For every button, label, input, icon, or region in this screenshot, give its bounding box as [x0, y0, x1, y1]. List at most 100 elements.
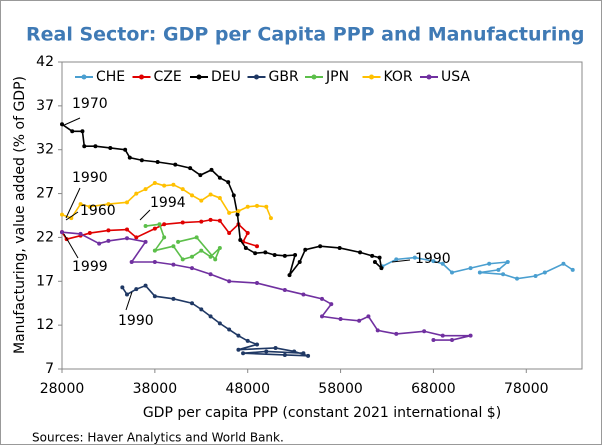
data-point — [301, 351, 306, 356]
data-point — [125, 292, 129, 297]
data-point — [264, 349, 269, 354]
data-point — [255, 203, 259, 208]
data-point — [217, 245, 222, 250]
data-point — [287, 273, 292, 278]
data-point — [152, 181, 157, 186]
annotation: 1960 — [80, 203, 116, 219]
data-point — [129, 259, 134, 264]
data-point — [282, 352, 287, 357]
y-tick-label: 7 — [45, 361, 54, 377]
data-point — [366, 314, 371, 319]
legend-label: CHE — [96, 69, 125, 85]
data-point — [377, 255, 382, 260]
data-point — [227, 279, 232, 284]
data-point — [297, 259, 302, 264]
data-point — [394, 331, 399, 336]
data-point — [372, 259, 377, 264]
data-point — [468, 266, 473, 271]
x-tick-label: 38000 — [133, 381, 178, 397]
data-point — [338, 317, 343, 322]
data-point — [236, 333, 241, 338]
data-point — [190, 254, 194, 259]
legend-label: USA — [441, 69, 470, 85]
data-point — [245, 204, 250, 209]
annotation-leader — [391, 259, 411, 263]
data-point — [542, 270, 547, 275]
data-point — [209, 167, 214, 172]
data-point — [227, 231, 232, 236]
annotation: 1990 — [118, 313, 154, 329]
legend-label: DEU — [211, 69, 241, 85]
data-point — [227, 327, 232, 332]
data-point — [134, 235, 139, 240]
data-point — [370, 253, 375, 258]
data-point — [255, 342, 259, 347]
data-point — [143, 283, 148, 288]
annotation-leader — [125, 291, 133, 311]
legend-marker — [81, 74, 87, 80]
data-point — [208, 192, 213, 197]
data-point — [375, 328, 380, 333]
annotation-leader — [61, 117, 81, 127]
data-point — [199, 219, 204, 224]
y-tick-label: 37 — [36, 98, 54, 114]
data-point — [139, 158, 144, 163]
data-point — [217, 175, 222, 180]
data-point — [194, 235, 199, 240]
data-point — [320, 314, 324, 319]
data-point — [226, 180, 231, 185]
data-point — [162, 183, 167, 188]
data-point — [106, 228, 111, 233]
data-point — [60, 212, 64, 217]
data-point — [477, 270, 482, 275]
data-point — [125, 236, 129, 241]
legend-marker — [139, 74, 144, 80]
data-point — [264, 204, 269, 209]
data-point — [208, 314, 213, 319]
x-tick-label: 78000 — [504, 381, 549, 397]
data-point — [268, 216, 273, 221]
data-point — [243, 245, 248, 250]
data-point — [318, 244, 323, 249]
series-line — [61, 182, 272, 220]
data-point — [155, 159, 160, 164]
data-point — [108, 145, 113, 150]
data-point — [487, 261, 492, 266]
data-point — [199, 248, 204, 253]
data-point — [190, 193, 194, 198]
data-point — [358, 250, 363, 255]
data-point — [152, 259, 157, 264]
data-point — [329, 302, 334, 307]
data-point — [496, 267, 501, 272]
data-point — [245, 338, 250, 343]
data-point — [171, 182, 176, 187]
data-point — [143, 224, 148, 229]
data-point — [82, 144, 87, 149]
data-point — [217, 321, 222, 326]
data-point — [87, 231, 92, 236]
chart-title: Real Sector: GDP per Capita PPP and Manu… — [26, 24, 585, 46]
y-tick-label: 22 — [36, 229, 54, 245]
data-point — [217, 218, 222, 223]
x-tick-label: 68000 — [411, 381, 456, 397]
data-point — [379, 266, 384, 271]
data-point — [180, 257, 185, 262]
data-point — [293, 252, 298, 257]
data-point — [134, 287, 139, 292]
data-point — [227, 210, 232, 215]
data-point — [171, 244, 176, 249]
series-line — [61, 231, 471, 341]
data-point — [236, 209, 241, 214]
data-point — [561, 261, 566, 266]
data-point — [157, 222, 162, 227]
data-point — [238, 238, 243, 243]
data-point — [533, 274, 538, 279]
data-point — [70, 129, 75, 134]
data-point — [440, 261, 445, 266]
data-point — [208, 272, 213, 277]
data-point — [134, 191, 139, 196]
data-point — [273, 345, 278, 350]
y-tick-label: 42 — [36, 54, 54, 70]
data-point — [152, 248, 157, 253]
